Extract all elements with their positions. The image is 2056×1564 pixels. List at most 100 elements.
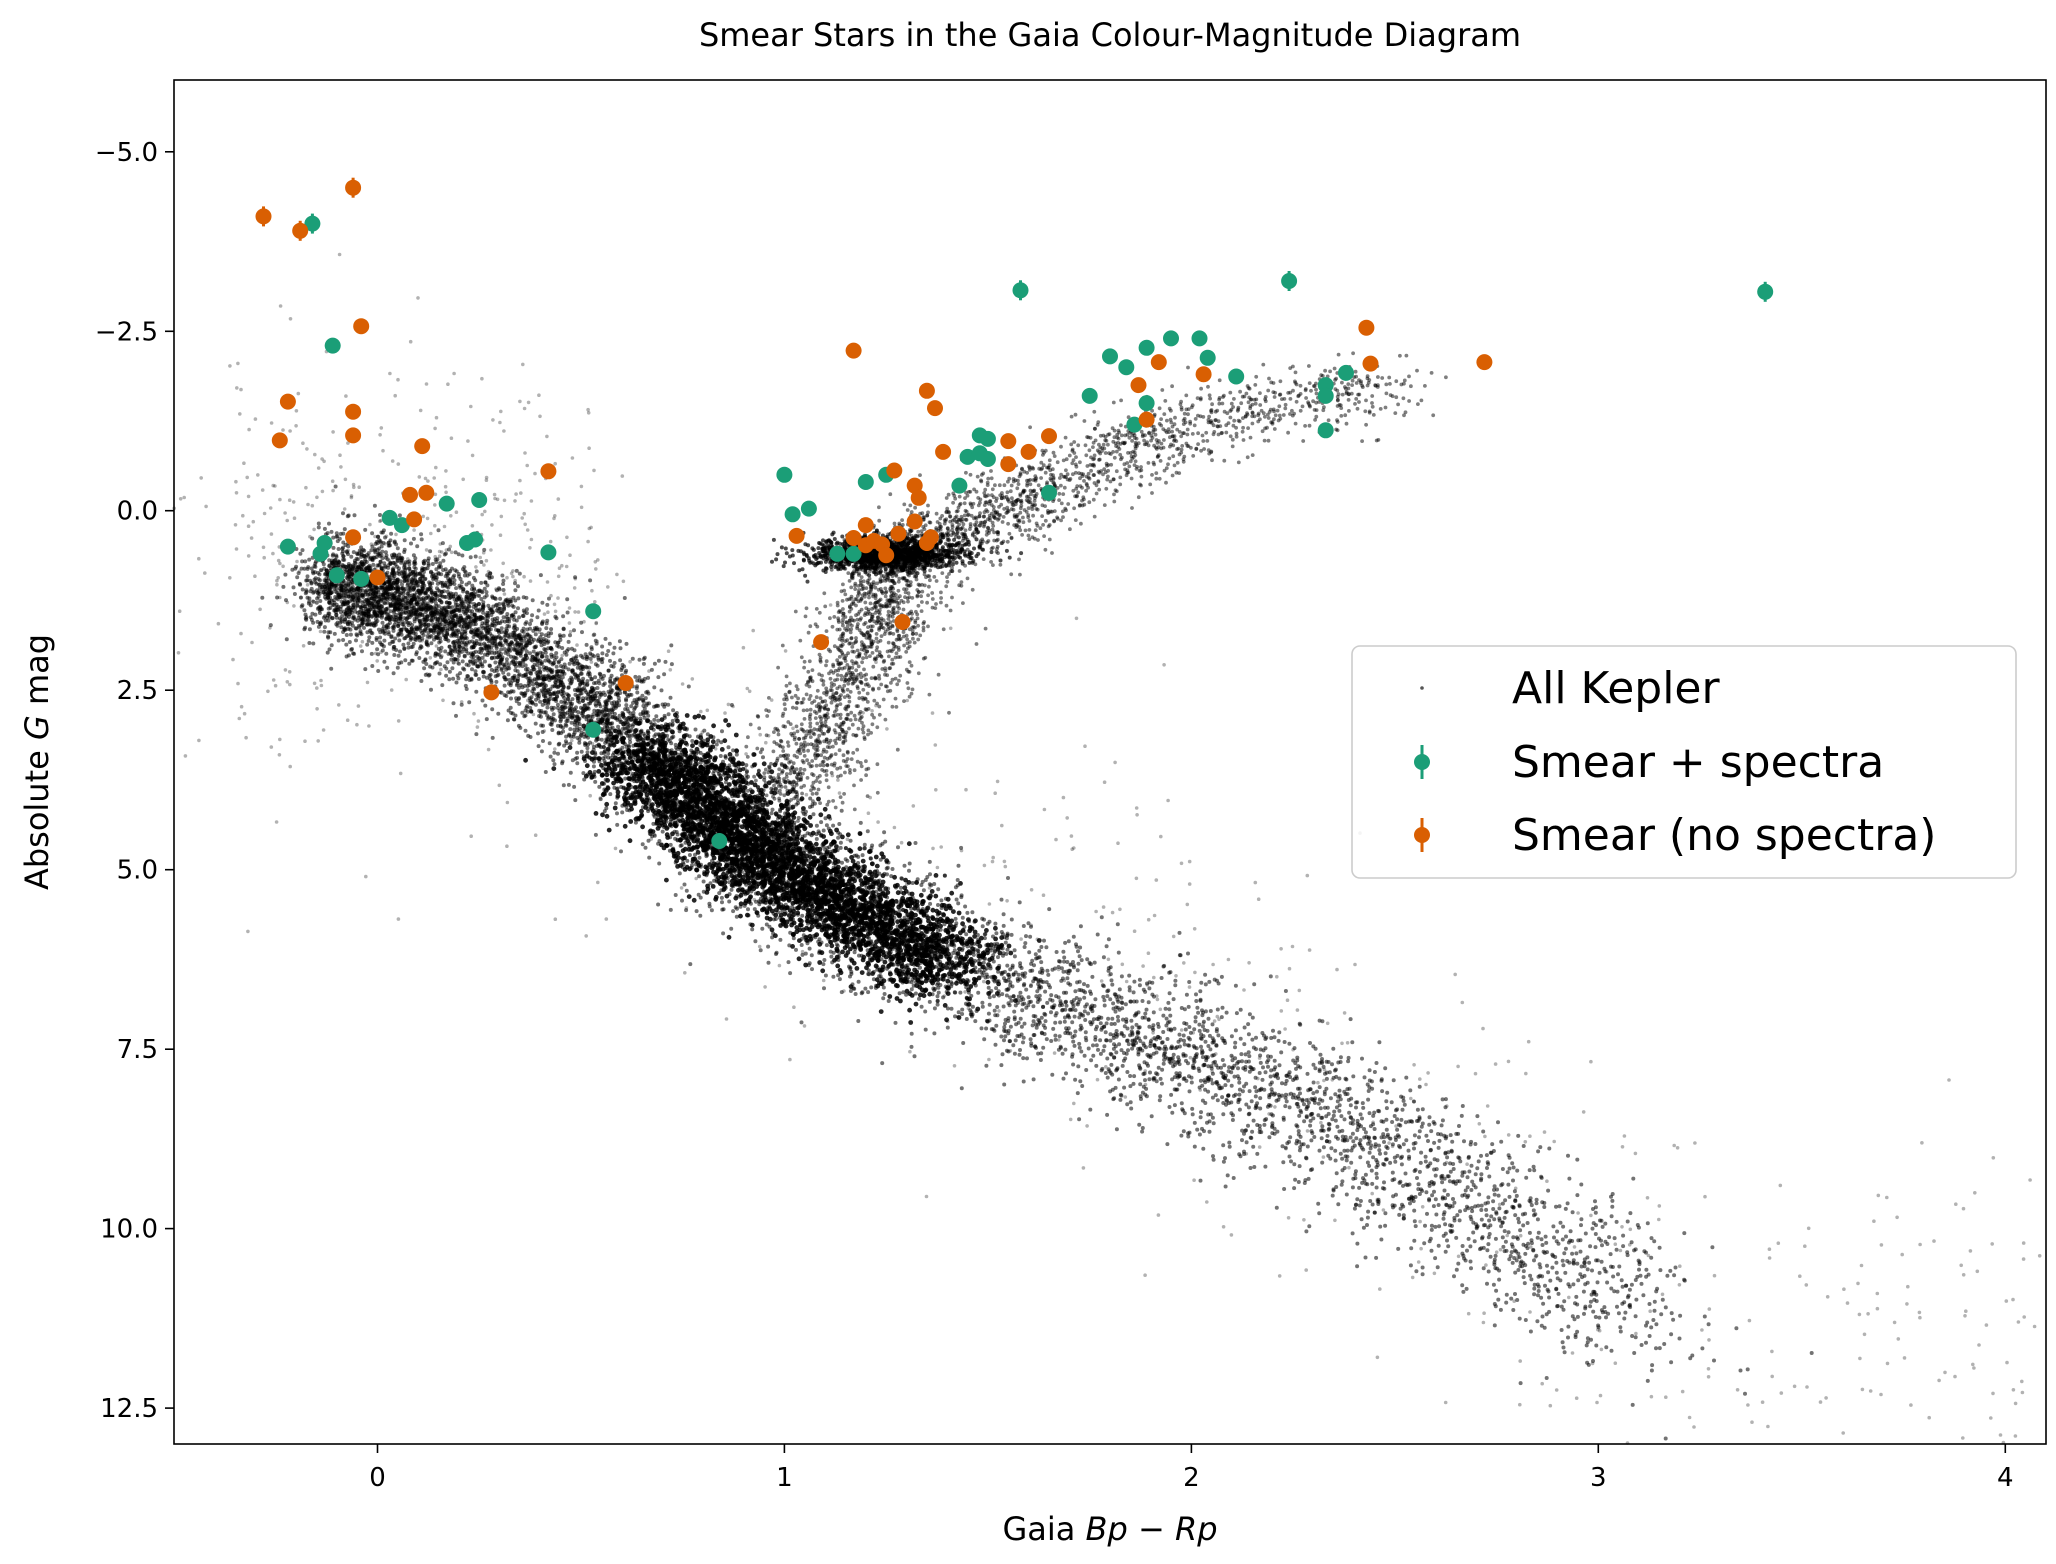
kepler-point	[398, 649, 402, 654]
kepler-point	[1049, 1039, 1054, 1043]
kepler-point	[729, 926, 734, 931]
kepler-point	[1018, 1048, 1022, 1052]
kepler-point	[1134, 999, 1139, 1004]
kepler-point	[1654, 1346, 1658, 1351]
kepler-point	[514, 568, 519, 573]
kepler-point	[856, 854, 861, 859]
kepler-point	[1127, 973, 1132, 978]
kepler-point	[1374, 1185, 1379, 1190]
kepler-point	[1585, 1267, 1590, 1272]
kepler-point	[1348, 1135, 1353, 1140]
kepler-point	[1137, 1122, 1142, 1127]
kepler-point	[1326, 1127, 1331, 1132]
kepler-point	[1476, 1203, 1481, 1208]
kepler-point	[778, 937, 783, 942]
kepler-point	[1116, 1018, 1121, 1023]
kepler-point	[1439, 1123, 1444, 1128]
kepler-point	[1535, 1319, 1540, 1324]
kepler-point	[1503, 1239, 1508, 1244]
kepler-point	[560, 675, 565, 680]
kepler-point	[1203, 982, 1208, 987]
kepler-point	[1001, 912, 1006, 917]
kepler-point	[1500, 1167, 1505, 1171]
kepler-point	[1103, 1071, 1108, 1075]
kepler-point	[1349, 1096, 1354, 1101]
kepler-point	[525, 627, 530, 632]
kepler-point	[1012, 1017, 1017, 1022]
kepler-point	[1507, 1166, 1512, 1171]
kepler-point	[799, 1020, 804, 1025]
kepler-point	[315, 596, 320, 601]
kepler-point	[1209, 1077, 1214, 1082]
kepler-point	[1475, 1114, 1480, 1119]
kepler-point	[383, 550, 388, 555]
kepler-point	[1304, 1156, 1309, 1161]
kepler-point	[1497, 1277, 1502, 1282]
kepler-point	[995, 1013, 1000, 1018]
kepler-point	[1536, 1149, 1541, 1154]
kepler-point	[669, 643, 674, 648]
kepler-point	[1486, 1242, 1491, 1247]
kepler-point	[1557, 1204, 1562, 1209]
kepler-point	[1516, 1268, 1521, 1272]
kepler-point	[415, 544, 420, 549]
kepler-point	[1317, 1067, 1322, 1072]
kepler-point	[1243, 1067, 1248, 1072]
kepler-point	[1491, 1199, 1496, 1204]
kepler-point	[1195, 1005, 1200, 1010]
kepler-point	[591, 764, 596, 769]
kepler-point	[753, 939, 758, 944]
kepler-point	[341, 511, 345, 516]
kepler-point	[1647, 1334, 1652, 1338]
kepler-point	[1334, 1171, 1339, 1176]
kepler-point	[1593, 1210, 1598, 1215]
kepler-point	[1527, 1168, 1532, 1173]
kepler-point	[1409, 1246, 1414, 1251]
kepler-point	[1657, 1346, 1662, 1351]
kepler-point	[1316, 1101, 1321, 1106]
kepler-point	[814, 791, 819, 796]
kepler-point	[1061, 1076, 1066, 1081]
kepler-point	[1547, 1295, 1552, 1300]
kepler-point	[476, 677, 481, 681]
kepler-point	[956, 901, 961, 906]
kepler-point	[1370, 1181, 1375, 1186]
kepler-point	[1062, 955, 1067, 960]
kepler-point	[838, 840, 843, 845]
kepler-point	[1343, 1076, 1348, 1081]
kepler-point	[965, 910, 970, 915]
kepler-point	[429, 641, 434, 646]
kepler-point	[719, 895, 724, 900]
kepler-point	[1593, 1199, 1597, 1204]
kepler-point	[1534, 1201, 1539, 1206]
kepler-point	[1143, 1078, 1147, 1083]
kepler-point	[561, 614, 566, 619]
kepler-point	[300, 587, 305, 592]
kepler-point	[1253, 1085, 1258, 1090]
kepler-point	[727, 899, 732, 904]
kepler-point	[1104, 944, 1109, 949]
kepler-point	[1308, 1123, 1313, 1128]
kepler-point	[1003, 1021, 1007, 1026]
kepler-point	[1651, 1318, 1656, 1322]
kepler-point	[1108, 1089, 1113, 1094]
kepler-point	[1361, 1105, 1366, 1110]
kepler-point	[1479, 1208, 1484, 1212]
kepler-point	[1132, 979, 1137, 984]
kepler-point	[1182, 1038, 1186, 1043]
kepler-point	[1051, 1026, 1056, 1031]
kepler-point	[1568, 1229, 1573, 1234]
kepler-point	[1417, 1169, 1422, 1174]
kepler-point	[393, 636, 398, 641]
kepler-point	[1066, 1026, 1071, 1031]
kepler-point	[839, 808, 844, 813]
kepler-point	[810, 967, 814, 972]
kepler-point	[1106, 1016, 1111, 1021]
kepler-point	[803, 951, 808, 956]
kepler-point	[1570, 1210, 1575, 1215]
kepler-point	[317, 572, 322, 577]
kepler-point	[1469, 1163, 1474, 1168]
kepler-point	[429, 570, 433, 575]
kepler-point	[1320, 1098, 1325, 1103]
kepler-point	[1249, 1099, 1254, 1104]
